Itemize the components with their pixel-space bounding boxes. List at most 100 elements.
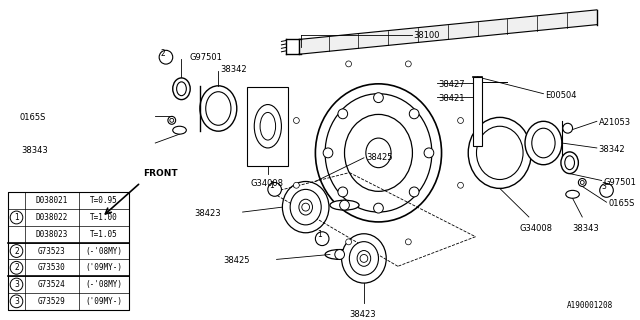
Ellipse shape bbox=[290, 189, 321, 225]
Text: G34008: G34008 bbox=[519, 224, 552, 233]
Text: 2: 2 bbox=[161, 49, 165, 58]
Text: T=1.05: T=1.05 bbox=[90, 230, 118, 239]
Text: D038023: D038023 bbox=[36, 230, 68, 239]
Ellipse shape bbox=[342, 234, 386, 283]
Text: G34008: G34008 bbox=[250, 179, 284, 188]
Circle shape bbox=[10, 211, 23, 224]
Text: 3: 3 bbox=[601, 182, 606, 191]
Ellipse shape bbox=[344, 115, 412, 191]
Text: 38425: 38425 bbox=[223, 256, 250, 266]
Circle shape bbox=[346, 239, 351, 245]
Text: 2: 2 bbox=[14, 246, 19, 255]
Circle shape bbox=[346, 61, 351, 67]
Ellipse shape bbox=[330, 200, 359, 210]
Circle shape bbox=[374, 93, 383, 103]
Text: FRONT: FRONT bbox=[143, 169, 179, 178]
Ellipse shape bbox=[254, 105, 282, 148]
Ellipse shape bbox=[468, 117, 531, 188]
Ellipse shape bbox=[477, 126, 523, 180]
Circle shape bbox=[316, 232, 329, 245]
Text: T=0.95: T=0.95 bbox=[90, 196, 118, 205]
Ellipse shape bbox=[282, 181, 329, 233]
Text: A21053: A21053 bbox=[599, 118, 631, 127]
Ellipse shape bbox=[325, 94, 432, 212]
Circle shape bbox=[294, 182, 300, 188]
Ellipse shape bbox=[205, 92, 231, 125]
Text: 1: 1 bbox=[269, 181, 274, 190]
Circle shape bbox=[338, 187, 348, 197]
Ellipse shape bbox=[532, 128, 555, 158]
Text: 2: 2 bbox=[14, 263, 19, 272]
Ellipse shape bbox=[177, 82, 186, 96]
Circle shape bbox=[159, 50, 173, 64]
Ellipse shape bbox=[366, 138, 391, 168]
Text: D038021: D038021 bbox=[36, 196, 68, 205]
Circle shape bbox=[294, 117, 300, 124]
Ellipse shape bbox=[525, 121, 562, 165]
Text: 3: 3 bbox=[14, 297, 19, 306]
Text: 38342: 38342 bbox=[599, 145, 625, 154]
Ellipse shape bbox=[173, 78, 190, 100]
Polygon shape bbox=[299, 10, 597, 54]
Circle shape bbox=[410, 109, 419, 119]
Ellipse shape bbox=[325, 250, 354, 260]
Ellipse shape bbox=[173, 126, 186, 134]
Circle shape bbox=[360, 254, 368, 262]
Circle shape bbox=[374, 203, 383, 213]
Circle shape bbox=[405, 239, 412, 245]
Text: G73523: G73523 bbox=[38, 246, 66, 255]
Circle shape bbox=[335, 250, 344, 260]
Circle shape bbox=[10, 278, 23, 291]
Ellipse shape bbox=[357, 251, 371, 266]
Circle shape bbox=[410, 187, 419, 197]
Text: ('09MY-): ('09MY-) bbox=[85, 297, 122, 306]
Circle shape bbox=[170, 118, 173, 122]
Ellipse shape bbox=[566, 190, 579, 198]
Circle shape bbox=[424, 148, 434, 158]
Text: G73529: G73529 bbox=[38, 297, 66, 306]
Ellipse shape bbox=[564, 156, 575, 170]
Text: 0165S: 0165S bbox=[19, 113, 46, 123]
Circle shape bbox=[268, 182, 282, 196]
Text: G97501: G97501 bbox=[604, 178, 637, 187]
Text: 1: 1 bbox=[317, 230, 322, 239]
Circle shape bbox=[10, 261, 23, 274]
Text: 38342: 38342 bbox=[220, 65, 247, 74]
Text: (-'08MY): (-'08MY) bbox=[85, 280, 122, 289]
Text: D038022: D038022 bbox=[36, 213, 68, 222]
Text: G73530: G73530 bbox=[38, 263, 66, 272]
Text: 38425: 38425 bbox=[366, 153, 392, 162]
Ellipse shape bbox=[299, 199, 312, 215]
Bar bbox=[8, 192, 129, 310]
Circle shape bbox=[340, 200, 349, 210]
Circle shape bbox=[458, 117, 463, 124]
Circle shape bbox=[580, 180, 584, 184]
Bar bbox=[248, 87, 288, 166]
Circle shape bbox=[10, 295, 23, 308]
Circle shape bbox=[338, 109, 348, 119]
Circle shape bbox=[168, 116, 175, 124]
Ellipse shape bbox=[561, 152, 579, 173]
Ellipse shape bbox=[316, 84, 442, 222]
Text: 38423: 38423 bbox=[349, 310, 376, 319]
Text: 38423: 38423 bbox=[194, 209, 221, 218]
Circle shape bbox=[405, 61, 412, 67]
Text: ('09MY-): ('09MY-) bbox=[85, 263, 122, 272]
Text: 3: 3 bbox=[14, 280, 19, 289]
Text: A190001208: A190001208 bbox=[567, 301, 613, 310]
Text: 1: 1 bbox=[14, 213, 19, 222]
Ellipse shape bbox=[260, 112, 276, 140]
Text: G97501: G97501 bbox=[189, 53, 222, 62]
Text: 38427: 38427 bbox=[438, 80, 465, 89]
Text: (-'08MY): (-'08MY) bbox=[85, 246, 122, 255]
Circle shape bbox=[579, 179, 586, 187]
Bar bbox=[472, 77, 483, 146]
Circle shape bbox=[563, 123, 573, 133]
Circle shape bbox=[323, 148, 333, 158]
Text: T=1.00: T=1.00 bbox=[90, 213, 118, 222]
Text: 0165S: 0165S bbox=[609, 199, 635, 208]
Circle shape bbox=[600, 183, 613, 197]
Text: G73524: G73524 bbox=[38, 280, 66, 289]
Ellipse shape bbox=[200, 86, 237, 131]
Ellipse shape bbox=[349, 242, 378, 275]
